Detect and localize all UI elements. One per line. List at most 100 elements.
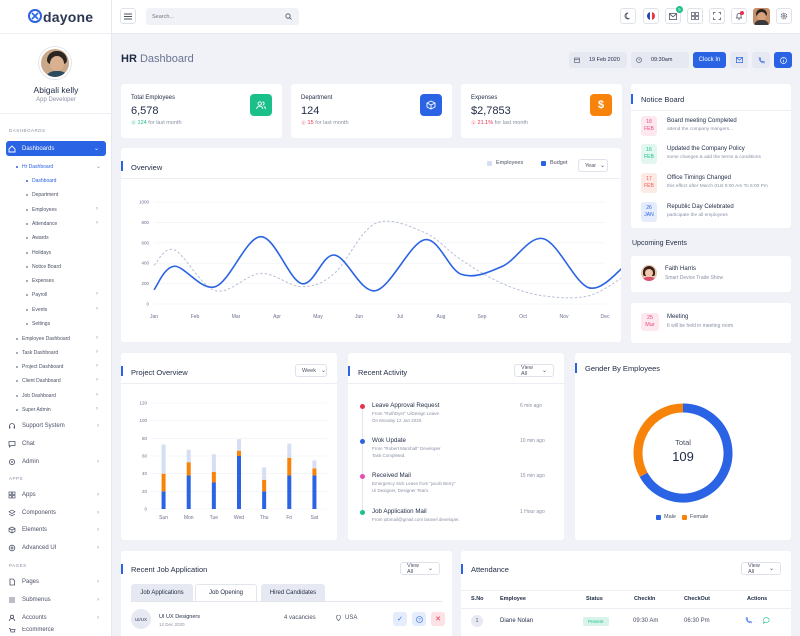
sidebar-subitem[interactable]: Dashboard xyxy=(26,178,56,184)
profile-avatar[interactable] xyxy=(753,8,770,25)
section-label-apps: APPS xyxy=(9,476,24,481)
chevron-right-icon: › xyxy=(96,406,98,412)
sidebar-item-chat[interactable]: Chat xyxy=(6,436,106,451)
sidebar-item-hr-dashboard[interactable]: Hr Dashboard ⌄ xyxy=(16,164,101,170)
legend-male[interactable]: Male xyxy=(656,514,676,520)
status-badge: Present xyxy=(583,617,609,626)
event-card[interactable]: 25 Mar Meeting It will be held in meeting… xyxy=(631,303,791,343)
sidebar-subitem[interactable]: Holidays xyxy=(26,250,51,256)
activity-item[interactable]: Wok Update From "Robert Marshall" Develo… xyxy=(360,437,560,462)
sidebar-item-ecommerce[interactable]: Ecommerce xyxy=(6,627,106,636)
language-button[interactable] xyxy=(643,8,659,24)
chevron-right-icon: › xyxy=(96,220,98,226)
sidebar-subitem[interactable]: Awards xyxy=(26,235,49,241)
y-tick-label: 40 xyxy=(142,471,148,476)
sidebar-item-elements[interactable]: Elements › xyxy=(6,522,106,537)
sidebar-subitem[interactable]: Employees › xyxy=(26,206,98,213)
sidebar-item-apps[interactable]: Apps › xyxy=(6,487,106,502)
search-box[interactable] xyxy=(146,8,299,25)
chevron-down-icon: ⌄ xyxy=(96,164,102,170)
sidebar-item-advanced-ui[interactable]: Advanced UI › xyxy=(6,540,106,555)
tab-job-opening[interactable]: Job Opening xyxy=(195,584,257,601)
sidebar-item-components[interactable]: Components › xyxy=(6,505,106,520)
reject-button[interactable]: ✕ xyxy=(431,612,445,626)
sidebar-item-support-system[interactable]: Support System › xyxy=(6,418,106,433)
bar-segment xyxy=(262,491,267,509)
sidebar-item-dashboards[interactable]: Dashboards ⌄ xyxy=(6,141,106,156)
sidebar-subitem[interactable]: Payroll › xyxy=(26,291,98,298)
fullscreen-button[interactable] xyxy=(709,8,725,24)
tab-job-applications[interactable]: Job Applications xyxy=(131,584,193,601)
recent-jobs-title: Recent Job Application xyxy=(131,565,208,574)
sidebar-subitem[interactable]: Attendance › xyxy=(26,220,98,227)
bar-segment xyxy=(186,475,191,509)
user-name: Abigali kelly xyxy=(33,85,79,95)
messages-button[interactable]: 5 xyxy=(665,6,683,24)
activity-filter-select[interactable]: View All ⌄ xyxy=(514,364,554,377)
project-overview-card: Project Overview Week ⌄ 0 20 40 60 80 100 120 Su… xyxy=(121,353,337,540)
mail-icon xyxy=(735,57,743,63)
job-tabs: Job Applications Job Opening Hired Candi… xyxy=(131,584,442,601)
legend-employees[interactable]: Employees xyxy=(487,160,523,166)
sidebar-subitem[interactable]: Events › xyxy=(26,306,98,313)
fullscreen-icon xyxy=(713,12,721,20)
chat-icon xyxy=(762,616,769,624)
gender-title: Gender By Employees xyxy=(585,364,661,373)
clock-in-button[interactable]: Clock In xyxy=(693,52,726,68)
sidebar-item-client-dashboard[interactable]: Client Dashboard › xyxy=(16,377,98,384)
menu-toggle-button[interactable] xyxy=(120,8,136,24)
approve-button[interactable]: ✓ xyxy=(393,612,407,626)
call-employee-button[interactable] xyxy=(743,615,753,625)
sidebar-item-admin[interactable]: Admin › xyxy=(6,454,106,469)
avatar[interactable] xyxy=(39,47,71,79)
settings-icon xyxy=(8,544,18,552)
sidebar-item-accounts[interactable]: Accounts › xyxy=(6,610,106,625)
settings-button[interactable] xyxy=(776,8,792,24)
sidebar-item-task-dashboard[interactable]: Task Dashboard › xyxy=(16,349,98,356)
email-button[interactable] xyxy=(730,52,748,68)
event-card[interactable]: Faith Harris Smart Device Trade Show xyxy=(631,256,791,292)
y-tick-label: 0 xyxy=(144,507,147,512)
activity-item[interactable]: Received Mail Emergency Sick Leave from … xyxy=(360,472,560,497)
activity-item[interactable]: Job Application Mail From jobmail@gmail.… xyxy=(360,508,560,528)
apps-button[interactable] xyxy=(687,8,703,24)
cart-icon xyxy=(8,627,18,635)
notifications-button[interactable] xyxy=(731,8,747,24)
sidebar-subitem[interactable]: Settings xyxy=(26,321,50,327)
message-employee-button[interactable] xyxy=(761,615,771,625)
location-pin-icon xyxy=(336,615,341,621)
project-period-select[interactable]: Week ⌄ xyxy=(295,364,327,377)
help-button[interactable]: ? xyxy=(412,612,426,626)
bar-segment xyxy=(287,443,292,458)
sidebar-item-project-dashboard[interactable]: Project Dashboard › xyxy=(16,363,98,370)
user-role: App Developer xyxy=(36,97,76,103)
job-role: UI UX Designers xyxy=(159,614,200,620)
sidebar-item-job-dashboard[interactable]: Job Dashboard › xyxy=(16,392,98,399)
sidebar-subitem[interactable]: Department xyxy=(26,192,58,198)
call-button[interactable] xyxy=(752,52,770,68)
tab-hired-candidates[interactable]: Hired Candidates xyxy=(261,584,325,601)
attendance-filter-select[interactable]: View All ⌄ xyxy=(741,562,781,575)
logo[interactable]: dayone xyxy=(0,0,112,34)
calendar-icon xyxy=(574,57,580,63)
sidebar-item-submenus[interactable]: Submenus › xyxy=(6,592,106,607)
home-icon xyxy=(8,144,18,153)
activity-item[interactable]: Leave Approval Request From "RuthDyer" U… xyxy=(360,402,560,427)
sidebar-subitem[interactable]: Expenses xyxy=(26,278,54,284)
status-dot xyxy=(360,439,365,444)
page-title: HR Dashboard xyxy=(121,53,194,65)
sidebar-item-super-admin[interactable]: Super Admin › xyxy=(16,406,98,413)
search-input[interactable] xyxy=(152,11,272,22)
overview-period-select[interactable]: Year ⌄ xyxy=(578,159,608,172)
info-button[interactable] xyxy=(774,52,792,68)
x-tick-label: Aug xyxy=(437,314,446,320)
legend-budget[interactable]: Budget xyxy=(541,160,567,166)
donut-total-label: Total xyxy=(675,438,691,447)
sidebar-item-pages[interactable]: Pages › xyxy=(6,574,106,589)
sidebar-subitem[interactable]: Notice Board xyxy=(26,264,61,270)
theme-toggle-button[interactable] xyxy=(620,8,636,24)
legend-female[interactable]: Female xyxy=(682,514,708,520)
sidebar-item-employee-dashboard[interactable]: Employee Dashboard › xyxy=(16,335,98,342)
jobs-filter-select[interactable]: View All ⌄ xyxy=(400,562,440,575)
search-icon[interactable] xyxy=(285,13,292,20)
